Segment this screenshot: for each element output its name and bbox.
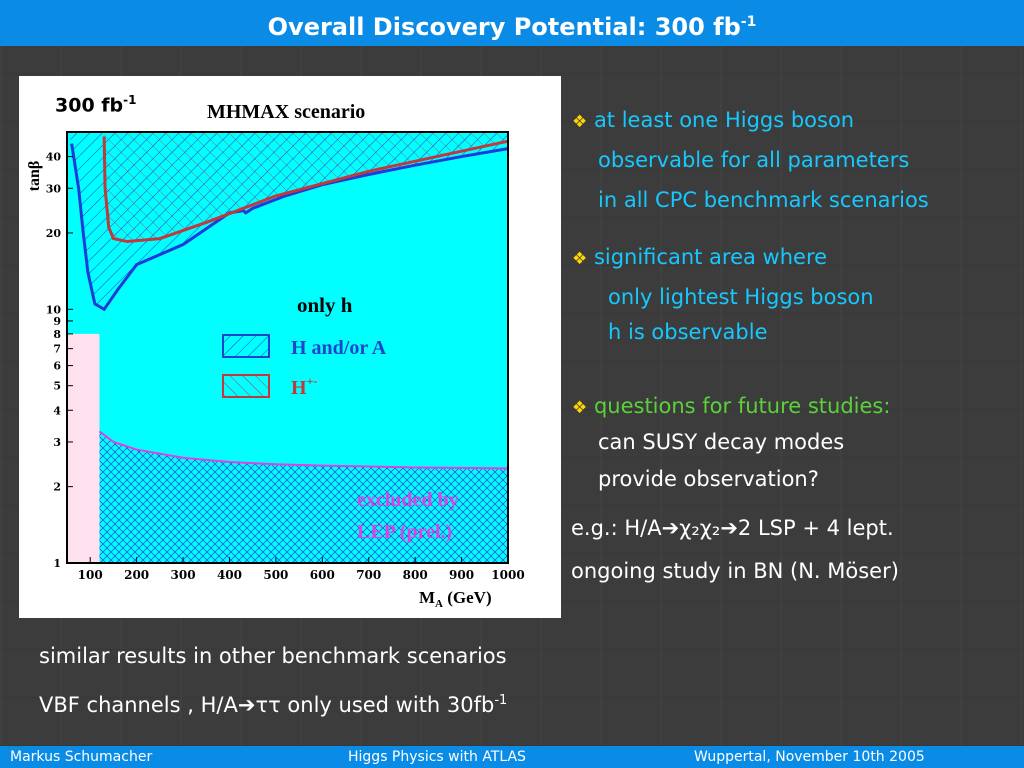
legend-label: H and/or A — [291, 337, 387, 359]
x-tick-label: 700 — [356, 568, 381, 582]
example-chi: χ₂χ₂ — [679, 516, 721, 540]
y-tick-label: 5 — [53, 380, 61, 393]
chart-title: MHMAX scenario — [207, 101, 365, 123]
footer-talk: Higgs Physics with ATLAS — [348, 749, 526, 765]
lep-exclusion-line — [98, 430, 509, 470]
arrow-right-icon: ➔ — [720, 516, 738, 540]
x-axis-label: MA (GeV) — [419, 588, 492, 610]
x-tick-label: 300 — [171, 568, 196, 582]
title-sup: -1 — [740, 14, 757, 30]
legend-label: H+- — [291, 374, 317, 399]
y-tick-label: 10 — [46, 303, 62, 316]
bullet-2-line-2: only lightest Higgs boson — [608, 285, 874, 309]
x-tick-label: 1000 — [491, 568, 524, 582]
luminosity-text: 300 fb — [55, 94, 124, 117]
chart-svg: 100 200 300 400 500 600 700 800 900 1000 1 2 3 4 5 6 7 89… — [26, 101, 525, 610]
arrow-right-icon: ➔ — [237, 693, 256, 717]
example-prefix: e.g.: H/A — [571, 516, 662, 540]
luminosity-label: 300 fb-1 — [55, 93, 137, 116]
x-tick-label: 600 — [310, 568, 335, 582]
ongoing-line: ongoing study in BN (N. Möser) — [571, 559, 899, 583]
h-plus-minus-contour — [102, 136, 509, 244]
lep-excluded-region — [68, 333, 100, 563]
bottom-line-2: VBF channels , H/A➔ττ only used with 30f… — [39, 688, 507, 718]
region-label-only-h: only h — [297, 293, 353, 317]
vbf-prefix: VBF channels , H/A — [39, 693, 238, 717]
example-suffix: 2 LSP + 4 lept. — [737, 516, 894, 540]
vbf-taus: ττ — [255, 693, 281, 717]
x-tick-label: 800 — [403, 568, 428, 582]
luminosity-sup: -1 — [123, 93, 137, 107]
y-tick-label: 7 — [53, 343, 61, 356]
x-tick-label: 900 — [449, 568, 474, 582]
y-tick-label: 30 — [46, 182, 62, 195]
x-tick-label: 500 — [263, 568, 288, 582]
bullet-3-line-3: provide observation? — [598, 467, 819, 491]
vbf-sup: -1 — [494, 693, 508, 708]
low-tanbeta-hatch — [99, 431, 508, 563]
bullet-1-line-1: ❖ at least one Higgs boson — [572, 107, 854, 135]
diamond-bullet-icon: ❖ — [572, 112, 588, 132]
bullet-1-line-2: observable for all parameters — [598, 148, 910, 172]
excluded-label-line-2: LEP (prel.) — [357, 521, 452, 543]
footer-bar: Markus Schumacher Higgs Physics with ATL… — [0, 746, 1024, 768]
y-tick-label: 2 — [53, 481, 61, 494]
x-tick-label: 400 — [217, 568, 242, 582]
bullet-3-text-1: questions for future studies: — [593, 394, 891, 418]
bottom-line-1: similar results in other benchmark scena… — [39, 644, 507, 668]
bullet-2-text-1: significant area where — [593, 245, 828, 269]
bullet-3-line-2: can SUSY decay modes — [598, 430, 845, 454]
diamond-bullet-icon: ❖ — [572, 249, 588, 269]
bullet-1-text-1: at least one Higgs boson — [593, 108, 855, 132]
y-tick-label: 4 — [53, 404, 61, 417]
bullet-2-line-1: ❖ significant area where — [572, 244, 827, 272]
legend-swatch — [222, 334, 270, 358]
bullet-2-line-3: h is observable — [608, 320, 768, 344]
y-tick-label: 6 — [53, 360, 61, 373]
title-text: Overall Discovery Potential: 300 fb — [267, 13, 741, 41]
y-axis-label: tanβ — [26, 161, 43, 192]
excluded-label-line-1: excluded by — [357, 489, 459, 511]
y-tick-label: 40 — [46, 151, 62, 164]
legend-swatch — [222, 374, 270, 398]
y-tick-label: 3 — [53, 436, 61, 449]
arrow-right-icon: ➔ — [661, 516, 680, 540]
slide-title: Overall Discovery Potential: 300 fb-1 — [0, 0, 1024, 46]
y-tick-label: 9 — [53, 315, 61, 328]
vbf-suffix: only used with 30fb — [280, 693, 495, 717]
footer-place-date: Wuppertal, November 10th 2005 — [694, 749, 925, 765]
bullet-1-line-3: in all CPC benchmark scenarios — [598, 188, 929, 212]
example-line: e.g.: H/A➔χ₂χ₂➔2 LSP + 4 lept. — [571, 515, 894, 541]
plot-frame — [66, 131, 509, 564]
bullet-3-line-1: ❖ questions for future studies: — [572, 393, 890, 421]
chart-panel: 100 200 300 400 500 600 700 800 900 1000 1 2 3 4 5 6 7 8 9… — [19, 76, 561, 618]
y-tick-label: 8 — [53, 328, 61, 341]
diamond-bullet-icon: ❖ — [572, 398, 588, 418]
x-tick-label: 100 — [78, 568, 103, 582]
y-tick-label: 20 — [46, 227, 62, 240]
y-tick-label: 1 — [53, 557, 61, 570]
footer-author: Markus Schumacher — [10, 749, 153, 765]
x-tick-label: 200 — [124, 568, 149, 582]
